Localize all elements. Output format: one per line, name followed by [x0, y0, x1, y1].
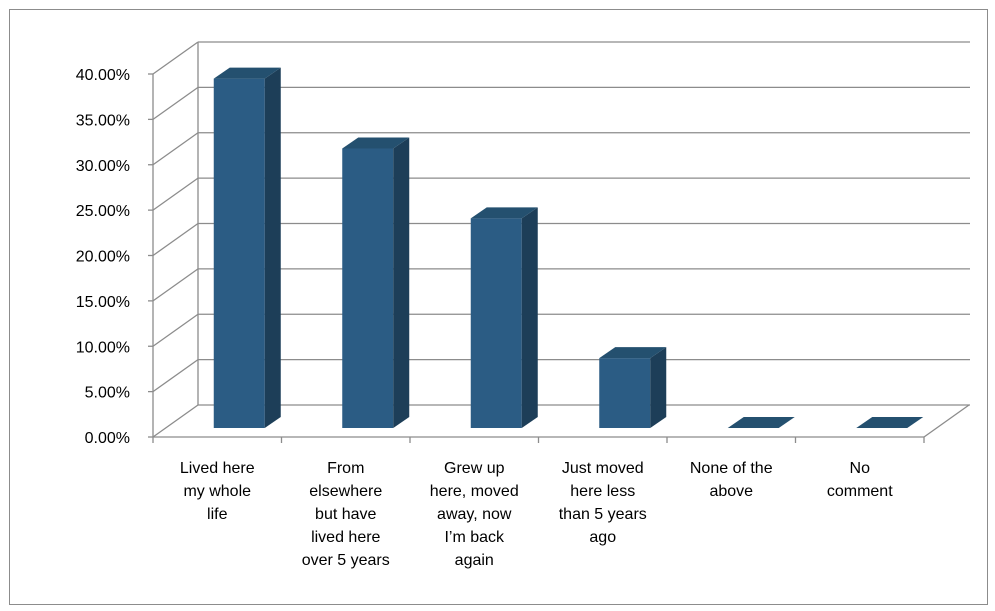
x-category-label-line: ago: [589, 529, 616, 546]
bar-top-face: [342, 137, 410, 149]
x-category-label: Grew up here, moved away, now I’m back again: [430, 460, 519, 569]
bar-front-face: [213, 78, 265, 429]
bar: [470, 207, 538, 428]
x-category-label-line: Lived here: [180, 460, 255, 477]
x-category-label-line: I’m back: [444, 529, 505, 546]
side-wall-gridline: [152, 222, 199, 257]
y-tick-label: 20.00%: [76, 249, 130, 266]
x-category-label-line: None of the: [690, 460, 773, 477]
y-tick-label: 25.00%: [76, 203, 130, 220]
x-category-label-line: No: [850, 460, 871, 477]
x-category-label: From elsewhere but have lived here over 5 ye…: [302, 460, 390, 569]
y-tick-label: 10.00%: [76, 339, 130, 356]
side-wall-gridline: [152, 313, 199, 347]
x-axis-category-labels: Lived here my whole life From elsewhere but h…: [180, 460, 893, 569]
x-category-label-line: lived here: [311, 529, 380, 546]
y-tick-label: 30.00%: [76, 158, 130, 175]
bar: [213, 67, 281, 429]
bar: [856, 417, 924, 429]
x-category-label-line: over 5 years: [302, 552, 390, 569]
x-category-label-line: life: [207, 506, 228, 523]
bar: [727, 417, 795, 429]
y-tick-label: 15.00%: [76, 294, 130, 311]
x-category-label-line: elsewhere: [309, 483, 382, 500]
side-wall-gridline: [152, 41, 199, 75]
x-category-label-line: Just moved: [562, 460, 644, 477]
bar-top-face: [213, 67, 281, 79]
side-wall-gridline: [152, 86, 199, 120]
bar-top-face: [856, 417, 924, 428]
x-category-label-line: again: [455, 552, 494, 569]
y-tick-label: 0.00%: [85, 430, 130, 447]
y-axis-tick-labels: 0.00% 5.00% 10.00% 15.00% 20.00% 25.00% 30.00%…: [76, 67, 130, 447]
gridlines: [152, 41, 970, 438]
bar: [599, 347, 667, 428]
bar-front-face: [342, 148, 394, 429]
bars: [213, 67, 924, 429]
x-category-label: None of the above: [690, 460, 773, 500]
side-wall-gridline: [152, 359, 199, 393]
x-category-label-line: Grew up: [444, 460, 505, 477]
side-wall-gridline: [152, 268, 199, 302]
axes: [148, 42, 970, 443]
x-category-label: No comment: [827, 460, 893, 500]
side-wall-gridline: [152, 404, 199, 438]
bar-side-face: [264, 67, 281, 429]
side-wall-gridline: [152, 132, 199, 166]
side-wall-gridline: [152, 177, 199, 211]
x-category-label-line: but have: [315, 506, 376, 523]
bar-front-face: [599, 358, 651, 428]
x-category-label-line: away, now: [437, 506, 512, 523]
x-category-label-line: here less: [570, 483, 635, 500]
bar-side-face: [650, 347, 667, 428]
bar-side-face: [521, 207, 538, 428]
y-tick-label: 35.00%: [76, 112, 130, 129]
bar-front-face: [470, 218, 522, 428]
x-category-label-line: than 5 years: [559, 506, 647, 523]
floor-right-edge: [923, 404, 970, 438]
bar-side-face: [393, 137, 410, 429]
bar-top-face: [727, 417, 795, 428]
x-category-label: Lived here my whole life: [180, 460, 255, 523]
bar-top-face: [470, 207, 538, 219]
y-tick-label: 40.00%: [76, 67, 130, 84]
bar-top-face: [599, 347, 667, 359]
x-category-label-line: above: [709, 483, 753, 500]
bar: [342, 137, 410, 429]
y-tick-label: 5.00%: [85, 385, 130, 402]
x-category-label-line: From: [327, 460, 364, 477]
x-category-label: Just moved here less than 5 years ago: [559, 460, 647, 546]
x-category-label-line: my whole: [183, 483, 251, 500]
x-category-label-line: comment: [827, 483, 893, 500]
x-category-label-line: here, moved: [430, 483, 519, 500]
